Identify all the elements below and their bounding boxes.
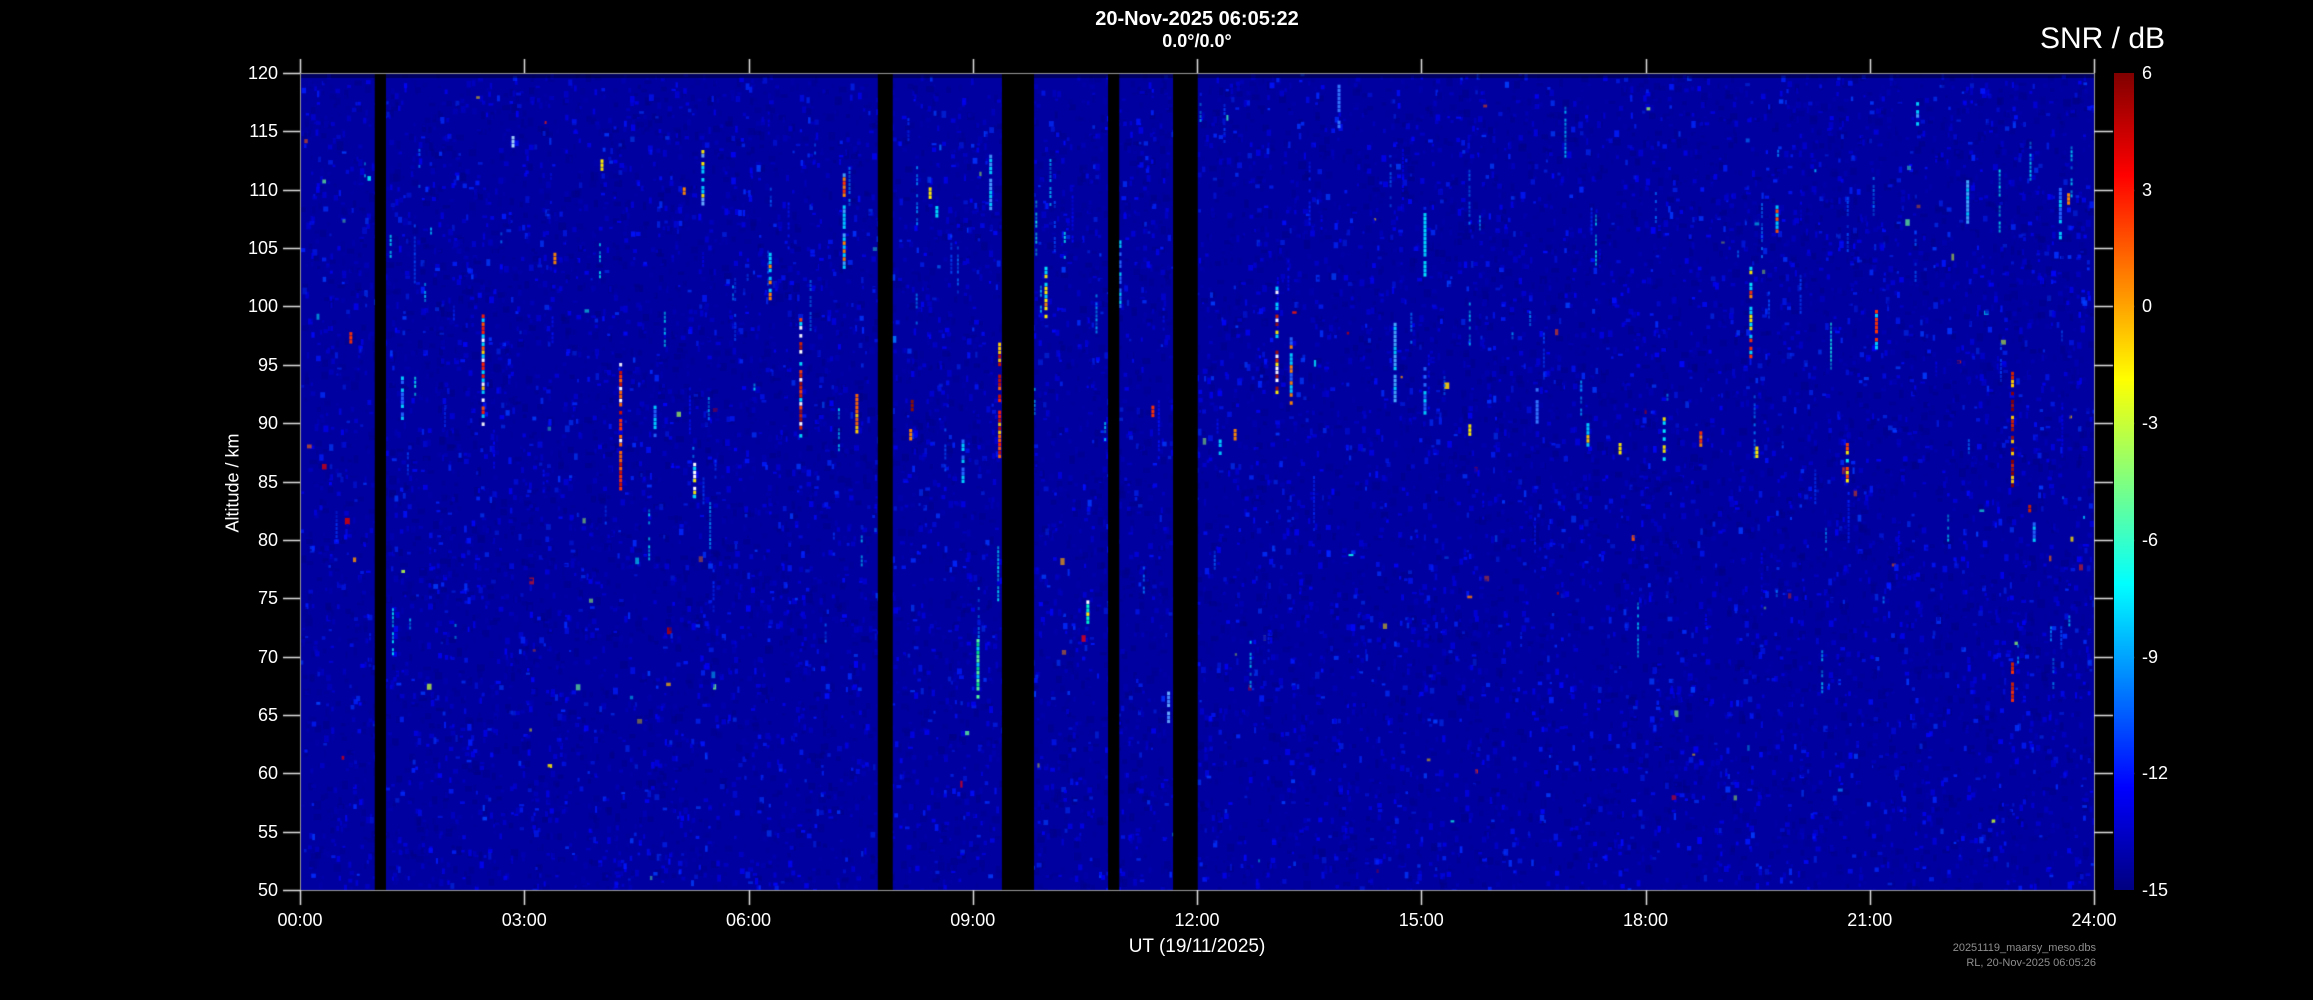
colorbar-gradient [2114, 73, 2134, 890]
x-tick-label: 15:00 [1398, 910, 1444, 930]
y-tick-label: 100 [247, 296, 278, 317]
x-tick-label: 12:00 [1174, 910, 1220, 930]
plot-title-block: 20-Nov-2025 06:05:22 0.0°/0.0° [300, 8, 2094, 52]
x-tick-label: 00:00 [277, 910, 323, 930]
colorbar-tick-label: 0 [2142, 296, 2153, 317]
y-tick-label: 105 [247, 238, 278, 259]
plot-footer: 20251119_maarsy_meso.dbs RL, 20-Nov-2025… [1816, 941, 2096, 971]
footer-render-timestamp: RL, 20-Nov-2025 06:05:26 [1966, 957, 2096, 969]
y-tick-label: 95 [257, 354, 278, 375]
plot-title-beam-direction: 0.0°/0.0° [1162, 31, 1232, 51]
colorbar-tick-label: 3 [2142, 179, 2153, 200]
colorbar-tick-label: -9 [2142, 646, 2159, 667]
y-tick-label: 60 [257, 763, 278, 784]
y-tick-label: 90 [257, 413, 278, 434]
x-tick-label: 06:00 [725, 910, 772, 930]
x-tick-label: 21:00 [1847, 910, 1893, 930]
colorbar-title: SNR / dB [2040, 22, 2166, 55]
colorbar-tick-label: -15 [2142, 880, 2169, 900]
y-tick-label: 55 [257, 821, 278, 842]
y-tick-label: 115 [249, 121, 278, 142]
x-axis-label: UT (19/11/2025) [1128, 936, 1266, 957]
y-tick-label: 120 [247, 63, 278, 83]
colorbar-tick-label: -6 [2142, 529, 2159, 550]
x-tick-label: 18:00 [1622, 910, 1669, 930]
colorbar-tick-label: -12 [2142, 763, 2169, 784]
x-tick-label: 24:00 [2071, 910, 2117, 930]
y-tick-label: 50 [257, 880, 278, 900]
x-tick-label: 03:00 [501, 910, 547, 930]
colorbar-tick-label: -3 [2142, 413, 2159, 434]
plot-title-datetime: 20-Nov-2025 06:05:22 [1095, 8, 1299, 30]
y-tick-label: 80 [257, 529, 278, 550]
y-tick-label: 85 [257, 471, 278, 492]
x-tick-label: 09:00 [950, 910, 996, 930]
footer-filename: 20251119_maarsy_meso.dbs [1952, 942, 2096, 954]
colorbar-tick-label: 6 [2142, 63, 2153, 83]
y-tick-label: 75 [257, 588, 278, 609]
y-tick-label: 65 [257, 704, 278, 725]
y-tick-label: 110 [249, 179, 278, 200]
y-tick-label: 70 [257, 646, 278, 667]
